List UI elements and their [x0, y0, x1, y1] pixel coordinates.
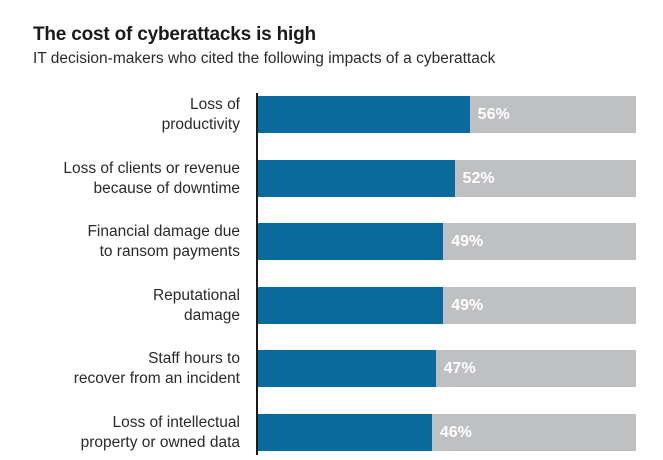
- bar-track: 56%: [258, 96, 636, 133]
- chart-title: The cost of cyberattacks is high: [33, 24, 316, 45]
- bar-track: 47%: [258, 350, 636, 387]
- bar-value-label: 49%: [451, 296, 484, 314]
- bar: [258, 223, 444, 260]
- bar-value-label: 47%: [443, 360, 476, 377]
- category-label: Loss of clients or revenue because of dow…: [10, 159, 240, 199]
- bar: [258, 350, 436, 387]
- category-label: Staff hours to recover from an incident: [10, 349, 240, 389]
- category-label-line: productivity: [161, 116, 240, 133]
- bar-value-label: 49%: [451, 233, 484, 250]
- category-label-line: property or owned data: [80, 433, 240, 451]
- category-label-line: Loss of intellectual: [112, 413, 240, 431]
- category-axis-line: [256, 93, 258, 455]
- category-label-line: because of downtime: [93, 179, 240, 197]
- category-label-line: Reputational: [152, 286, 240, 304]
- category-label: Financial damage due to ransom payments: [10, 222, 240, 262]
- bar-track: 46%: [258, 413, 636, 451]
- bar-track: 49%: [258, 286, 636, 324]
- category-label-line: Loss of: [190, 96, 240, 113]
- category-label: Loss of intellectual property or owned da…: [10, 413, 240, 453]
- bar: [258, 159, 455, 197]
- category-label-line: Staff hours to: [148, 350, 240, 367]
- chart-subtitle: IT decision-makers who cited the followi…: [33, 50, 496, 67]
- category-label: Loss of productivity: [10, 95, 240, 135]
- bar: [258, 413, 432, 451]
- category-label-line: Loss of clients or revenue: [63, 159, 240, 177]
- bar-track: 52%: [258, 159, 636, 197]
- bar-value-label: 46%: [439, 423, 472, 441]
- bar-track: 49%: [258, 223, 636, 260]
- bar: [258, 96, 470, 133]
- category-label-line: to ransom payments: [99, 243, 240, 260]
- bar-value-label: 52%: [462, 169, 495, 187]
- category-label-line: Financial damage due: [87, 223, 240, 240]
- category-label-line: recover from an incident: [73, 370, 240, 387]
- bar-value-label: 56%: [477, 106, 510, 123]
- category-label: Reputational damage: [10, 286, 240, 326]
- category-label-line: damage: [183, 306, 240, 324]
- bar: [258, 286, 444, 324]
